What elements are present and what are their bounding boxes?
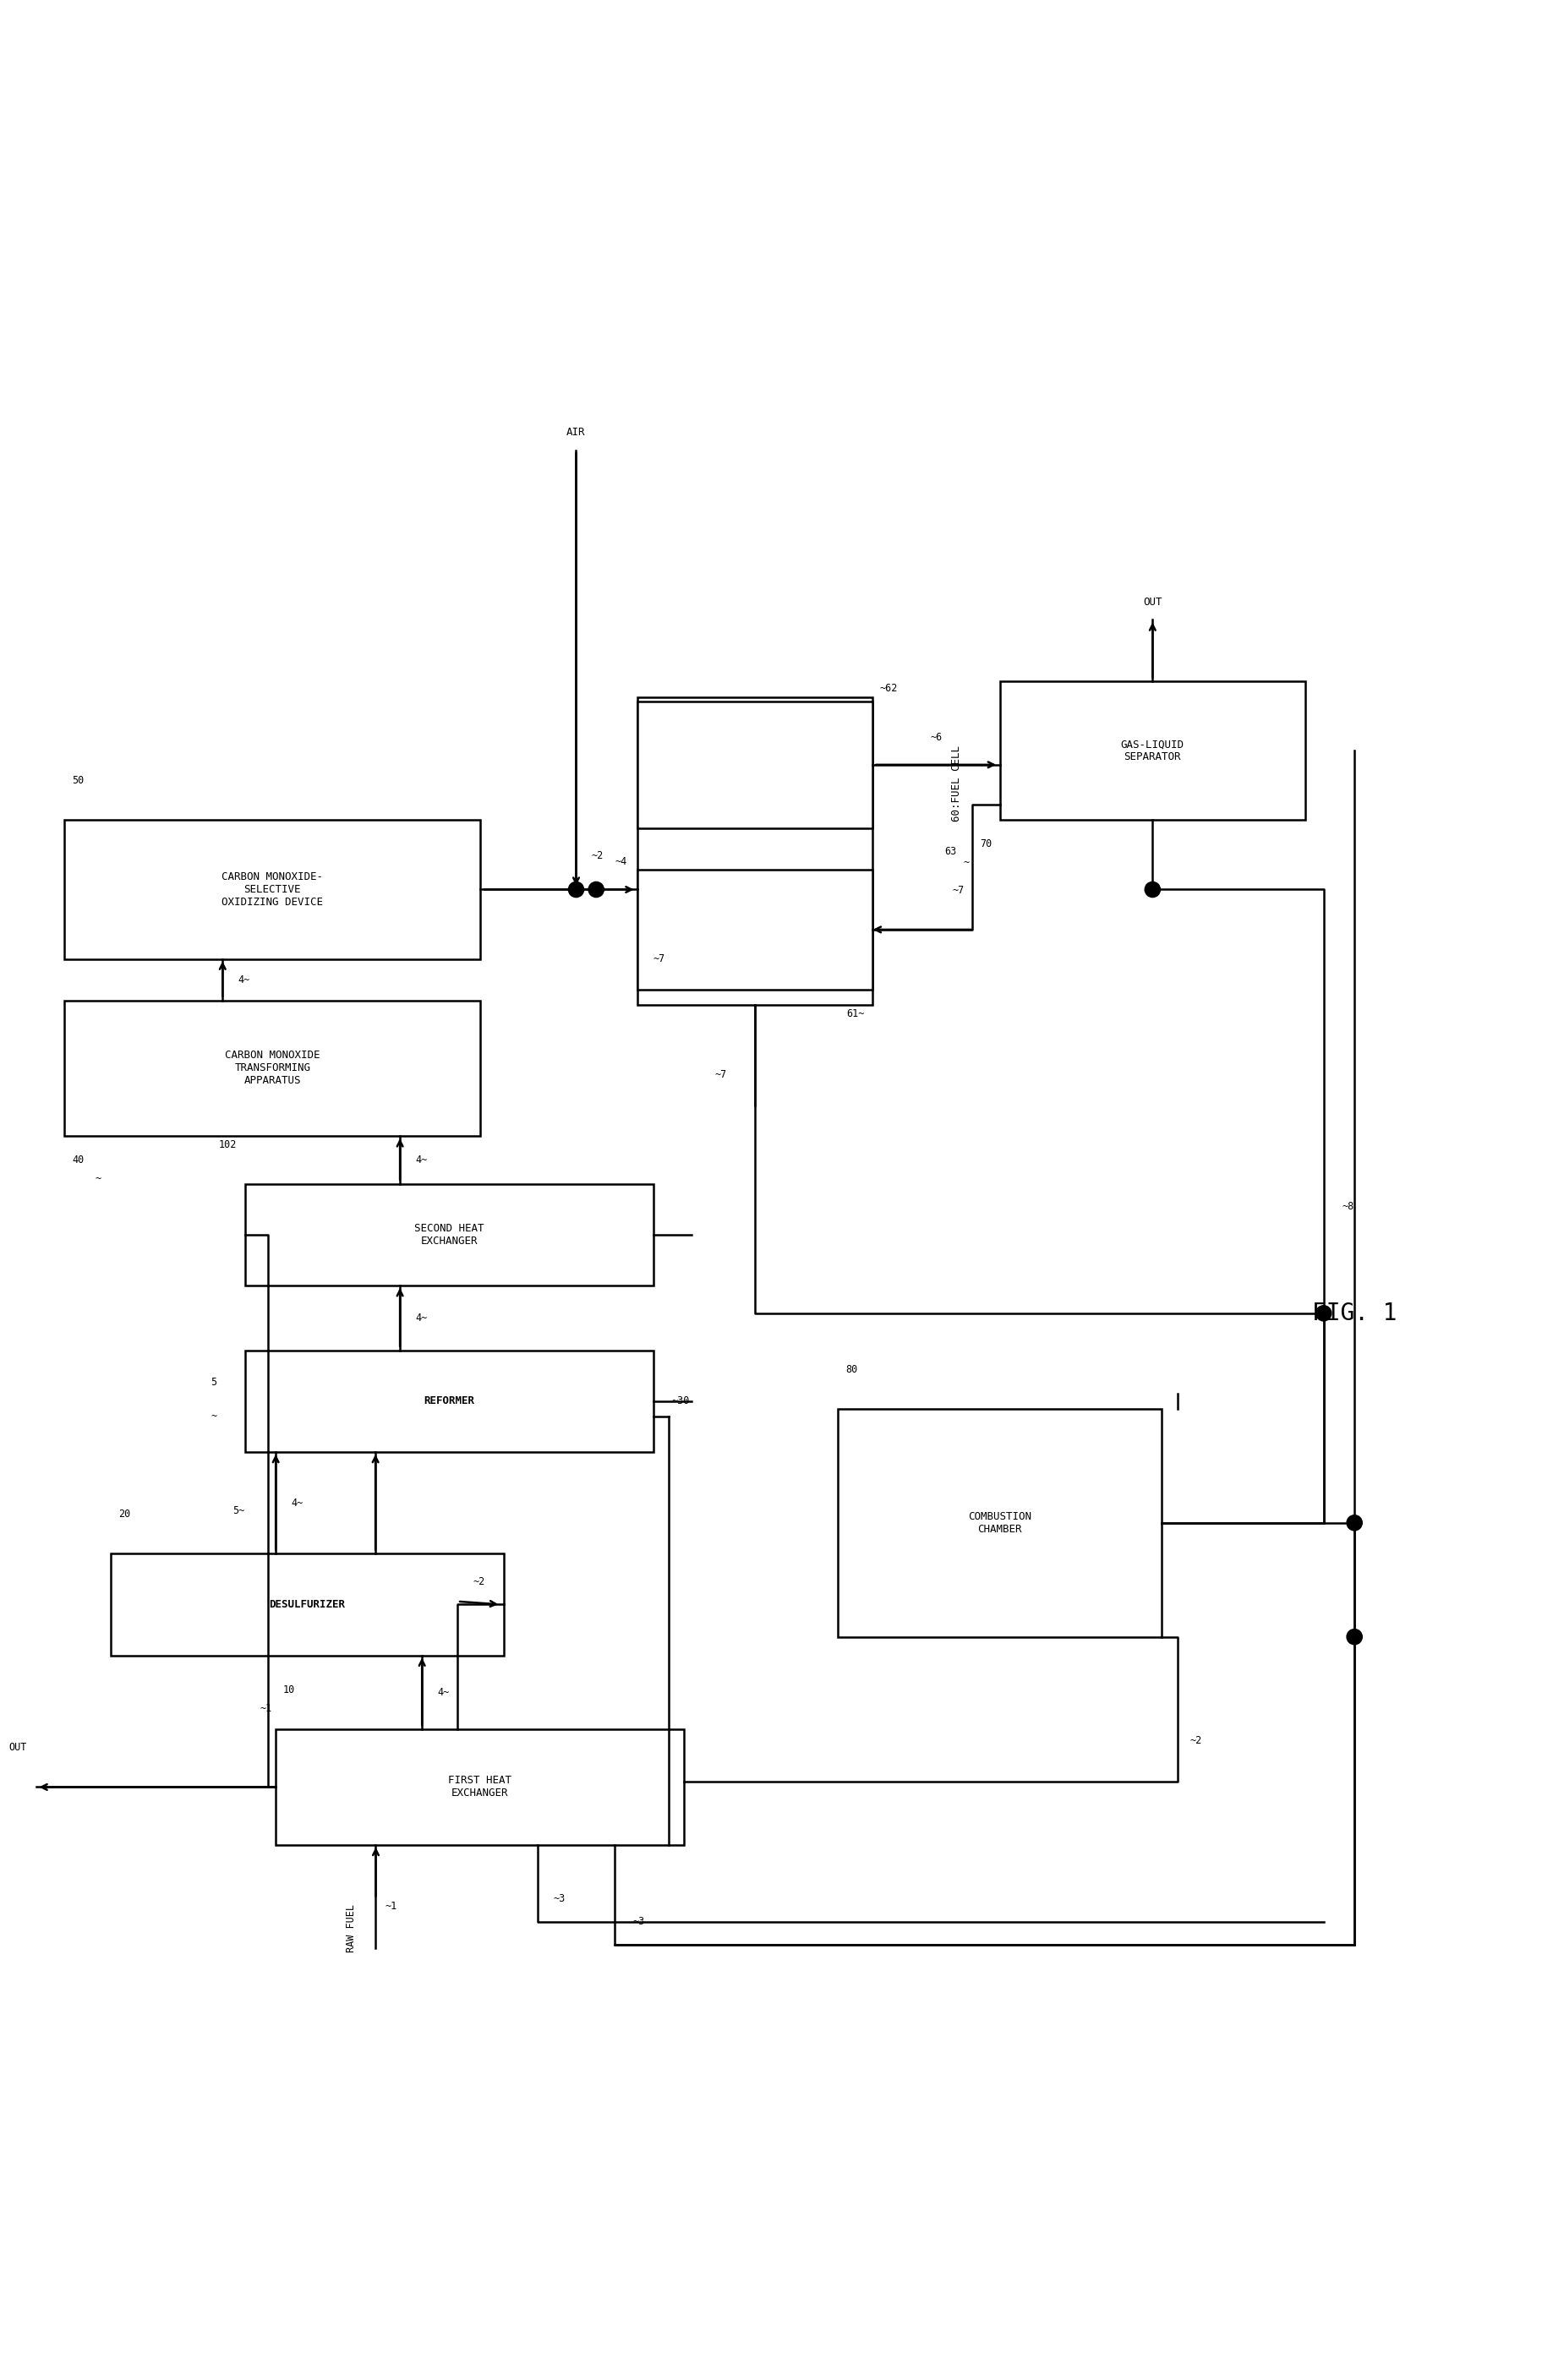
Text: ~6: ~6 [930,731,943,743]
Bar [245,1183,654,1285]
Text: CARBON MONOXIDE
TRANSFORMING
APPARATUS: CARBON MONOXIDE TRANSFORMING APPARATUS [225,1050,320,1085]
Circle shape [1145,883,1160,897]
Bar [275,1730,683,1845]
Text: 4~: 4~ [238,973,250,985]
Text: AIR: AIR [567,426,585,438]
Text: 102: 102 [219,1140,238,1150]
Bar [638,697,873,1004]
Text: FIRST HEAT
EXCHANGER: FIRST HEAT EXCHANGER [449,1775,511,1799]
Text: COMBUSTION
CHAMBER: COMBUSTION CHAMBER [968,1511,1031,1535]
Text: ~8: ~8 [1342,1200,1354,1211]
Bar [839,1409,1162,1637]
Text: REFORMER: REFORMER [424,1395,474,1407]
Text: ~3: ~3 [634,1916,644,1928]
Text: 4~: 4~ [415,1311,427,1323]
Text: 70: 70 [980,838,992,850]
Text: ~30: ~30 [672,1395,690,1407]
Text: OUT: OUT [1143,597,1162,607]
Circle shape [1346,1516,1362,1530]
Text: 60:FUEL CELL: 60:FUEL CELL [952,745,963,821]
Text: SECOND HEAT
EXCHANGER: SECOND HEAT EXCHANGER [415,1223,485,1247]
Text: 4~: 4~ [415,1154,427,1166]
Bar [64,1000,480,1135]
Text: ~1: ~1 [261,1704,272,1714]
Text: ~3: ~3 [553,1894,565,1904]
Text: ~7: ~7 [654,954,665,964]
Circle shape [589,883,604,897]
Text: ~2: ~2 [592,850,604,862]
Text: 5~: 5~ [233,1507,245,1516]
Text: ~7: ~7 [714,1069,727,1081]
Text: RAW FUEL: RAW FUEL [346,1904,357,1952]
Text: 40: 40 [71,1154,84,1166]
Text: 80: 80 [846,1364,857,1376]
Text: FIG. 1: FIG. 1 [1312,1302,1398,1326]
Text: OUT: OUT [9,1742,28,1754]
Text: 4~: 4~ [290,1497,303,1509]
Circle shape [1346,1630,1362,1645]
Text: DESULFURIZER: DESULFURIZER [269,1599,345,1609]
Text: ~2: ~2 [1190,1735,1202,1747]
Text: ~2: ~2 [472,1576,485,1587]
Bar [110,1554,503,1656]
Text: GAS-LIQUID
SEPARATOR: GAS-LIQUID SEPARATOR [1121,740,1185,762]
Text: 20: 20 [118,1509,130,1521]
Text: 63: 63 [944,847,957,857]
Bar [1000,681,1305,821]
Bar [638,702,873,828]
Text: 50: 50 [71,776,84,785]
Text: ~: ~ [963,857,969,869]
Text: 5: 5 [211,1378,217,1388]
Text: CARBON MONOXIDE-
SELECTIVE
OXIDIZING DEVICE: CARBON MONOXIDE- SELECTIVE OXIDIZING DEV… [222,871,323,907]
Text: 4~: 4~ [438,1687,449,1697]
Bar [638,869,873,990]
Text: ~62: ~62 [879,683,898,695]
Text: 10: 10 [283,1685,295,1695]
Text: ~1: ~1 [385,1902,398,1911]
Text: ~7: ~7 [952,885,964,895]
Circle shape [1315,1307,1331,1321]
Bar [245,1349,654,1452]
Text: 61~: 61~ [846,1009,865,1019]
Circle shape [568,883,584,897]
Text: ~: ~ [211,1411,217,1421]
Text: ~: ~ [95,1173,101,1183]
Bar [64,821,480,959]
Text: ~4: ~4 [615,857,627,866]
